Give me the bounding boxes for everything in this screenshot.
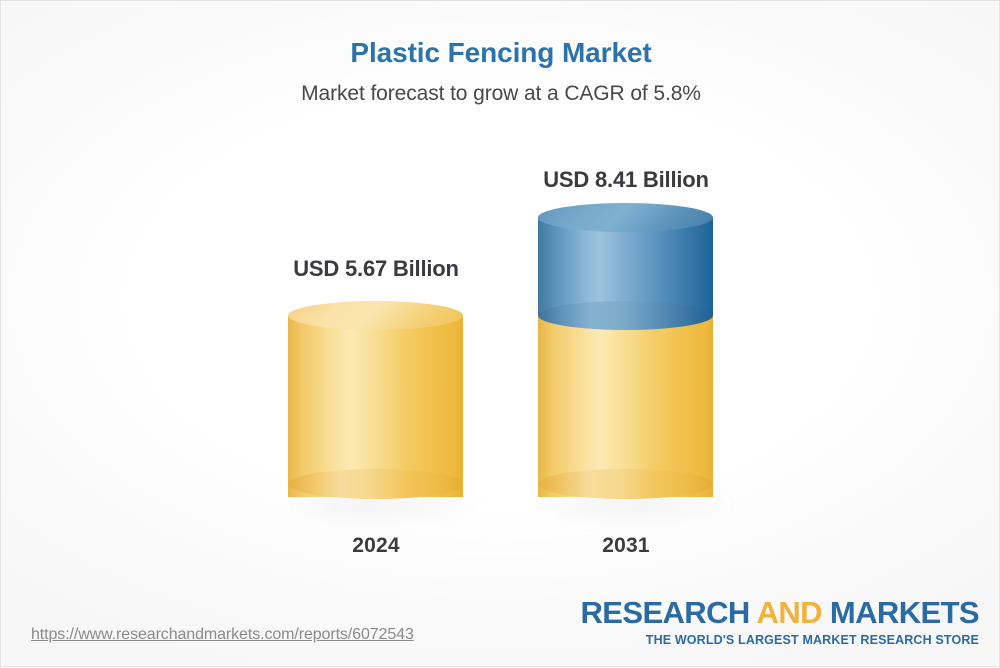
brand-wordmark-part2: MARKETS <box>821 594 980 630</box>
brand-wordmark-part1: RESEARCH <box>580 594 757 630</box>
bar-bottom-cap-2024 <box>288 469 463 499</box>
bar-segment-base-2031 <box>538 315 713 497</box>
page-title: Plastic Fencing Market <box>350 37 652 68</box>
bar-top-cap-2031 <box>538 203 713 232</box>
bar-category-label-2024: 2024 <box>352 534 400 557</box>
chart-subtitle: Market forecast to grow at a CAGR of 5.8… <box>301 81 701 105</box>
bar-value-label-2031: USD 8.41 Billion <box>543 167 709 192</box>
brand-logo: RESEARCH AND MARKETS THE WORLD'S LARGEST… <box>581 597 980 647</box>
bar-segment-base-2024 <box>288 315 463 497</box>
chart-footer: https://www.researchandmarkets.com/repor… <box>1 586 1000 666</box>
bar-segment-growth-2031 <box>538 217 713 316</box>
source-url-link[interactable]: https://www.researchandmarkets.com/repor… <box>31 626 414 643</box>
bar-category-label-2031: 2031 <box>602 534 650 557</box>
brand-wordmark-accent: AND <box>756 594 823 630</box>
bar-bottom-cap-2031 <box>538 469 713 499</box>
bar-cylinder-2031 <box>538 203 713 511</box>
bar-top-cap-2024 <box>288 301 463 330</box>
brand-tagline: THE WORLD'S LARGEST MARKET RESEARCH STOR… <box>645 632 979 647</box>
bar-cylinder-2024 <box>288 301 463 511</box>
chart-header: Plastic Fencing Market Market forecast t… <box>1 1 1000 105</box>
brand-wordmark: RESEARCH AND MARKETS <box>581 597 980 628</box>
bar-value-label-2024: USD 5.67 Billion <box>293 256 459 281</box>
bar-growth-bottom-cap-2031 <box>538 301 713 330</box>
